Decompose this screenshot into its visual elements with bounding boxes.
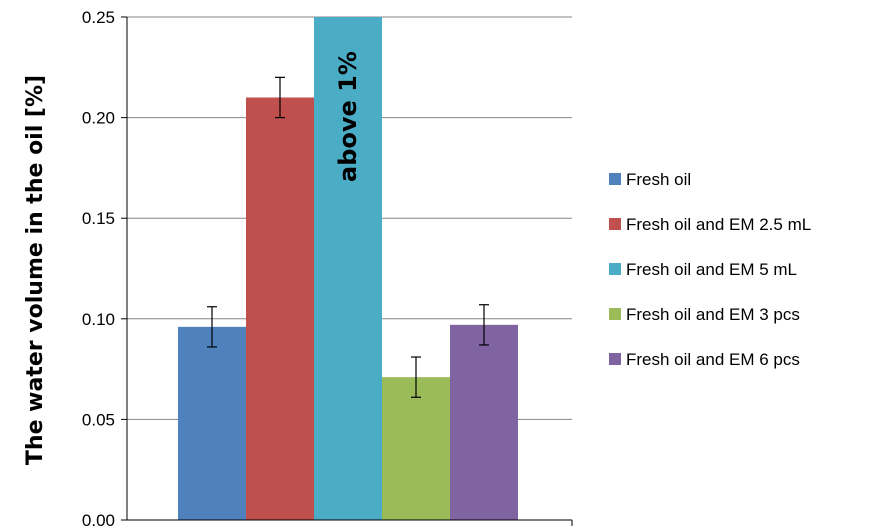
legend-swatch: [609, 173, 621, 185]
bar: [450, 324, 518, 520]
legend-swatch: [609, 263, 621, 275]
bar: [314, 17, 382, 520]
legend-label: Fresh oil: [626, 170, 691, 189]
axes: [121, 16, 573, 526]
bars: above 1%: [178, 17, 518, 520]
y-tick-labels: 0.00 0.05 0.10 0.15 0.20 0.25: [82, 8, 115, 530]
legend-swatch: [609, 218, 621, 230]
legend-label: Fresh oil and EM 5 mL: [626, 260, 797, 279]
legend-swatch: [609, 308, 621, 320]
legend-label: Fresh oil and EM 6 pcs: [626, 350, 800, 369]
y-tick-label: 0.05: [82, 410, 115, 429]
legend-label: Fresh oil and EM 2.5 mL: [626, 215, 811, 234]
error-bars: [207, 76, 489, 398]
y-tick-label: 0.15: [82, 209, 115, 228]
legend-swatch: [609, 353, 621, 365]
y-axis-title: The water volume in the oil [%]: [23, 75, 48, 465]
y-tick-label: 0.20: [82, 109, 115, 128]
y-tick-label: 0.00: [82, 511, 115, 530]
y-tick-label: 0.10: [82, 310, 115, 329]
legend-label: Fresh oil and EM 3 pcs: [626, 305, 800, 324]
bar-annotation: above 1%: [334, 51, 362, 182]
y-tick-label: 0.25: [82, 8, 115, 27]
bar: [178, 326, 246, 520]
bar: [382, 377, 450, 520]
bar: [246, 97, 314, 520]
legend: Fresh oil Fresh oil and EM 2.5 mL Fresh oi…: [609, 170, 811, 369]
